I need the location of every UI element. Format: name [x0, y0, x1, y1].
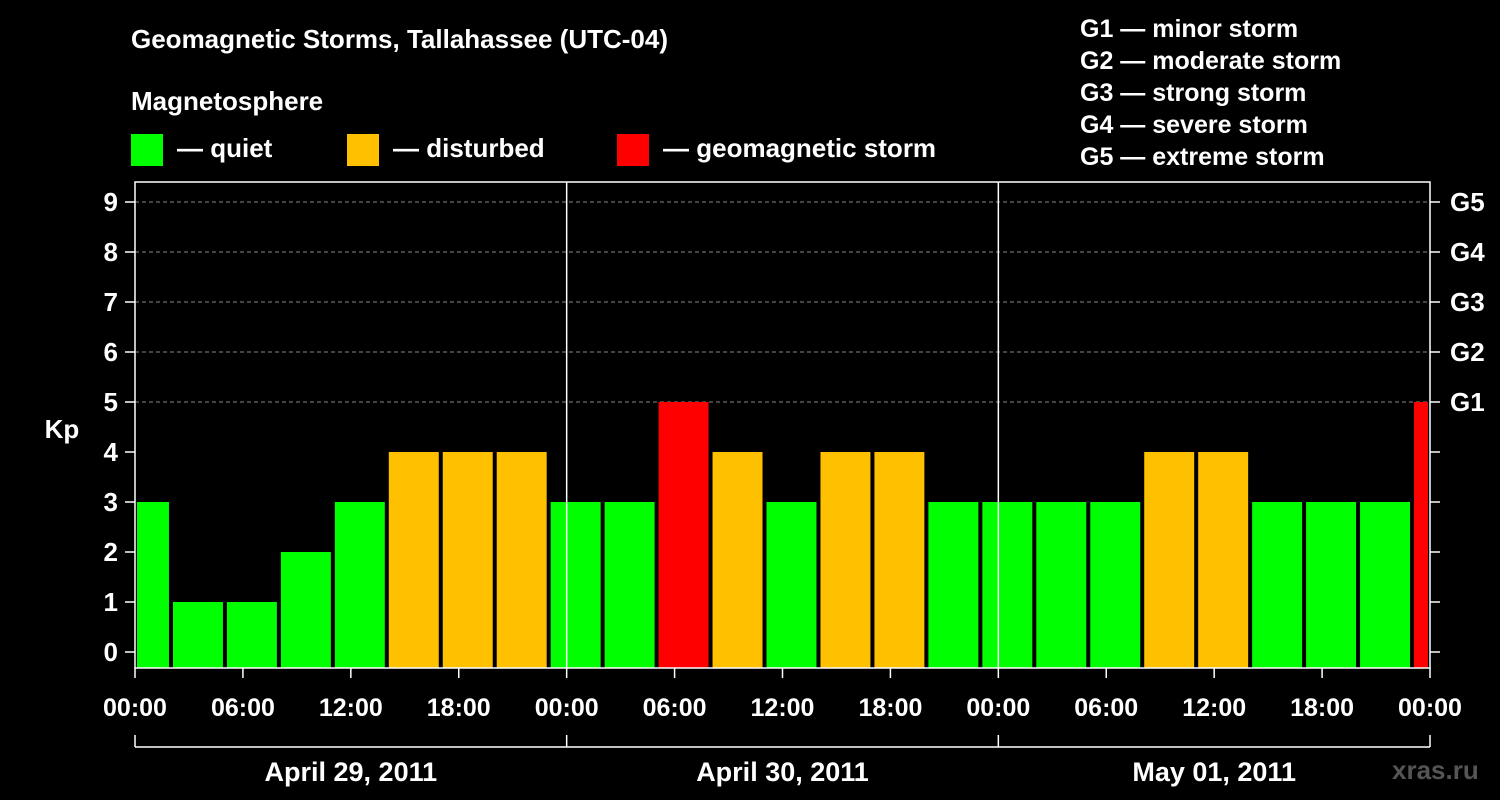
bar-19 — [1144, 452, 1195, 668]
y-axis-label: Kp — [45, 414, 80, 444]
g-scale-g1: G1 — minor storm — [1080, 15, 1299, 43]
bar-1 — [172, 602, 223, 668]
bar-2 — [226, 602, 277, 668]
bar-22 — [1306, 502, 1357, 668]
y-tick-label: 8 — [104, 237, 118, 267]
g-scale-g5: G5 — extreme storm — [1080, 143, 1325, 171]
day-label: April 29, 2011 — [265, 757, 438, 787]
x-tick-label: 18:00 — [1290, 694, 1354, 722]
legend-label-disturbed: — disturbed — [393, 133, 545, 163]
right-tick-label: G5 — [1450, 187, 1485, 217]
y-tick-label: 0 — [104, 637, 118, 667]
bar-14 — [874, 452, 925, 668]
x-tick-label: 06:00 — [643, 694, 707, 722]
y-tick-label: 6 — [104, 337, 118, 367]
bar-15 — [928, 502, 979, 668]
x-tick-label: 06:00 — [1074, 694, 1138, 722]
x-tick-label: 00:00 — [535, 694, 599, 722]
legend-label-storm: — geomagnetic storm — [663, 133, 937, 163]
day-label: May 01, 2011 — [1132, 757, 1296, 787]
day-label: April 30, 2011 — [696, 757, 869, 787]
bar-0 — [137, 502, 169, 668]
bar-16 — [982, 502, 1033, 668]
bar-10 — [658, 402, 709, 668]
bar-11 — [712, 452, 763, 668]
bar-13 — [820, 452, 871, 668]
legend-swatch-storm — [617, 134, 649, 166]
x-tick-label: 00:00 — [1398, 694, 1462, 722]
x-tick-label: 12:00 — [319, 694, 383, 722]
x-tick-label: 12:00 — [751, 694, 815, 722]
bar-5 — [388, 452, 439, 668]
bar-23 — [1360, 502, 1411, 668]
x-tick-label: 06:00 — [211, 694, 275, 722]
bar-4 — [334, 502, 385, 668]
bar-17 — [1036, 502, 1087, 668]
x-tick-label: 00:00 — [103, 694, 167, 722]
chart-title: Geomagnetic Storms, Tallahassee (UTC-04) — [131, 24, 669, 54]
y-tick-label: 7 — [104, 287, 118, 317]
right-tick-label: G1 — [1450, 387, 1485, 417]
legend-swatch-quiet — [131, 134, 163, 166]
y-tick-label: 9 — [104, 187, 118, 217]
x-tick-label: 12:00 — [1182, 694, 1246, 722]
legend-label-quiet: — quiet — [177, 133, 273, 163]
right-tick-label: G2 — [1450, 337, 1485, 367]
bar-12 — [766, 502, 817, 668]
y-tick-label: 5 — [104, 387, 118, 417]
bar-21 — [1252, 502, 1303, 668]
g-scale-g4: G4 — severe storm — [1080, 111, 1308, 139]
bar-8 — [550, 502, 601, 668]
legend-swatch-disturbed — [347, 134, 379, 166]
right-tick-label: G3 — [1450, 287, 1485, 317]
x-tick-label: 00:00 — [966, 694, 1030, 722]
chart-subtitle: Magnetosphere — [131, 86, 324, 116]
bar-9 — [604, 502, 655, 668]
g-scale-g3: G3 — strong storm — [1080, 79, 1307, 107]
watermark: xras.ru — [1392, 755, 1479, 785]
right-tick-label: G4 — [1450, 237, 1485, 267]
bar-7 — [496, 452, 547, 668]
bar-6 — [442, 452, 493, 668]
y-tick-label: 2 — [104, 537, 118, 567]
g-scale-g2: G2 — moderate storm — [1080, 47, 1342, 75]
y-tick-label: 4 — [104, 437, 119, 467]
bar-3 — [280, 552, 331, 668]
bar-18 — [1090, 502, 1141, 668]
x-tick-label: 18:00 — [858, 694, 922, 722]
x-tick-label: 18:00 — [427, 694, 491, 722]
y-tick-label: 3 — [104, 487, 118, 517]
bar-20 — [1198, 452, 1249, 668]
y-tick-label: 1 — [104, 587, 118, 617]
bar-24 — [1414, 402, 1428, 668]
